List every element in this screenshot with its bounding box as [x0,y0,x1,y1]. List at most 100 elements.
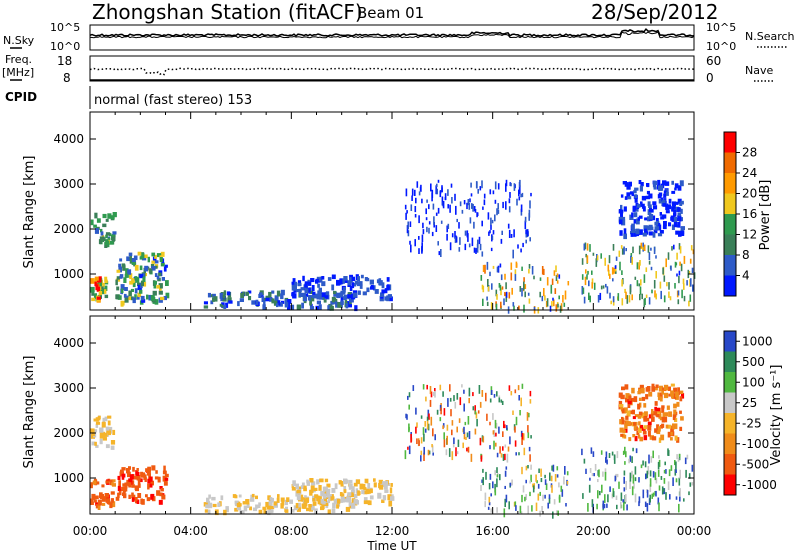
velocity-cell [603,503,606,509]
date-label: 28/Sep/2012 [591,0,719,24]
velocity-cell [680,393,685,399]
velocity-cell [496,452,499,458]
velocity-cell [367,483,371,489]
velocity-cell [316,479,320,485]
velocity-cell [425,396,427,402]
power-cell [545,301,548,308]
velocity-cell [619,427,624,433]
velocity-cell [453,395,455,402]
velocity-cell [377,492,382,499]
power-cell [132,281,136,288]
power-cell [157,277,161,282]
power-cell [352,282,357,287]
power-cell [632,246,634,254]
power-cell [148,294,152,301]
velocity-cell [665,424,669,429]
power-cell [276,303,279,308]
power-cell [662,199,666,204]
velocity-cell [599,491,601,496]
velocity-cell [91,441,96,446]
power-cell [668,204,672,210]
velocity-cell [669,494,671,500]
power-cell [495,303,498,310]
velocity-cell [588,484,591,493]
velocity-cell [334,483,338,490]
velocity-cell [134,497,138,501]
velocity-cell [348,483,353,488]
velocity-cell [312,498,316,502]
velocity-cell [343,486,347,492]
velocity-cell [628,458,630,464]
velocity-cell [485,471,487,480]
power-cell [104,294,109,299]
power-cell [407,221,409,230]
power-cell [531,266,534,275]
velocity-cell [625,480,627,490]
power-cell [476,243,479,253]
power-cell [524,220,527,230]
velocity-cell [564,466,566,475]
power-cell [158,290,163,295]
power-cell [665,181,670,186]
velocity-cell [426,420,429,430]
velocity-cell [638,388,641,393]
velocity-cell [544,474,546,479]
power-cell [90,286,95,293]
velocity-cell [110,445,115,450]
power-cell [247,290,252,294]
power-cell [638,215,643,219]
power-cell [109,241,114,245]
velocity-cell [112,429,116,435]
velocity-cell [623,434,627,439]
power-cell [505,179,508,187]
velocity-cell [649,435,654,440]
power-cell [269,297,273,302]
power-ylabel: Slant Range [km] [22,156,37,269]
power-cell [386,277,390,282]
velocity-cell [548,494,551,499]
velocity-cell [295,483,299,490]
power-cell [582,287,585,294]
power-cell [630,231,633,235]
power-cell [362,291,367,296]
velocity-cell [621,416,624,422]
velocity-cell [242,501,246,505]
velocity-cell [121,487,124,491]
velocity-ylabel: Slant Range [km] [22,356,37,469]
velocity-cell [581,448,583,456]
power-cell [324,295,329,299]
power-cell [129,254,132,260]
power-cell [549,305,552,312]
power-cell [228,300,233,304]
power-cell [519,286,522,292]
velocity-cell [647,421,652,426]
velocity-cell [672,477,674,486]
velocity-cell [504,470,507,477]
power-cell [153,283,157,289]
power-cell [94,276,99,281]
velocity-cell [672,414,676,421]
power-cell [680,200,684,205]
power-cell [134,276,138,280]
power-cell [644,217,649,221]
power-cell [489,230,491,234]
velocity-cell [90,498,93,504]
velocity-cell [91,493,96,500]
velocity-cell [597,490,599,499]
power-cell [593,282,596,290]
velocity-cell [499,474,501,481]
power-cell [646,183,650,188]
power-cell [615,270,617,274]
power-cell [521,288,523,297]
power-cell [477,189,479,194]
power-cell [347,294,350,299]
velocity-cell [642,489,645,499]
power-cell [343,296,346,301]
velocity-cell [606,459,608,465]
velocity-cell [456,426,458,433]
velocity-cell [660,476,663,480]
velocity-cell [412,385,415,391]
velocity-cell [551,484,553,493]
power-cell [327,305,331,311]
